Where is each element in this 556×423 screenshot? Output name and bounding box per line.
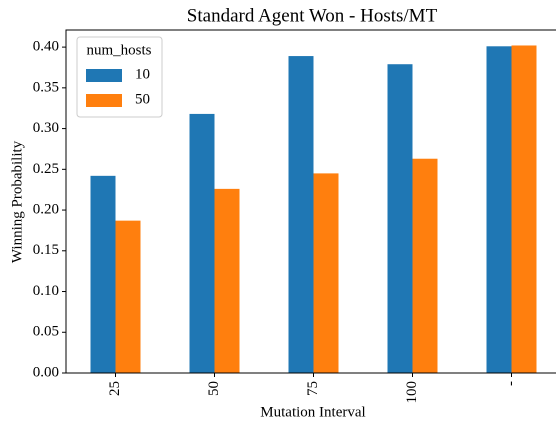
bar	[412, 158, 438, 373]
x-tick-label: 75	[305, 381, 321, 396]
y-tick-label: 0.25	[33, 161, 59, 177]
bar	[214, 188, 240, 373]
x-axis-label: Mutation Interval	[260, 404, 365, 420]
y-tick-label: 0.00	[33, 364, 59, 380]
legend-title: num_hosts	[86, 42, 151, 58]
legend-label: 50	[135, 91, 150, 107]
bar	[486, 46, 512, 374]
x-tick-label: -	[503, 381, 519, 386]
y-tick-label: 0.40	[33, 39, 59, 55]
y-tick-label: 0.30	[33, 120, 59, 136]
y-tick-label: 0.15	[33, 242, 59, 258]
y-tick-label: 0.05	[33, 324, 59, 340]
x-tick-label: 25	[107, 381, 123, 396]
bar	[288, 56, 314, 373]
legend-swatch	[86, 69, 122, 82]
y-tick-label: 0.20	[33, 201, 59, 217]
y-tick-label: 0.10	[33, 283, 59, 299]
axes-frame	[65, 29, 556, 374]
legend-swatch	[86, 94, 122, 107]
y-axis-label: Winning Probability	[9, 140, 25, 263]
bar	[313, 173, 339, 373]
legend-label: 10	[135, 66, 150, 82]
x-tick-label: 50	[206, 381, 222, 396]
chart-title: Standard Agent Won - Hosts/MT	[187, 5, 438, 26]
bar	[189, 113, 215, 373]
bar	[511, 45, 537, 374]
x-tick-label: 100	[404, 381, 420, 404]
y-tick-label: 0.35	[33, 79, 59, 95]
bar	[115, 220, 141, 373]
bar	[90, 175, 116, 373]
bar	[387, 64, 413, 373]
